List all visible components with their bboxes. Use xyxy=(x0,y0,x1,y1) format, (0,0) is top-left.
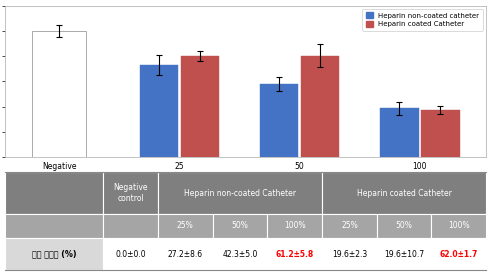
Bar xyxy=(268,214,322,238)
Bar xyxy=(377,214,432,238)
Text: 50%: 50% xyxy=(396,221,412,230)
Bar xyxy=(32,31,86,157)
Bar xyxy=(158,214,213,238)
Bar xyxy=(432,238,486,270)
Bar xyxy=(139,65,178,157)
Text: 100%: 100% xyxy=(448,221,469,230)
Bar xyxy=(5,172,103,214)
Text: 25%: 25% xyxy=(341,221,358,230)
Bar xyxy=(158,172,322,214)
Bar xyxy=(432,214,486,238)
Text: 42.3±5.0: 42.3±5.0 xyxy=(222,250,258,259)
X-axis label: Diluted extraction concentration (%): Diluted extraction concentration (%) xyxy=(168,173,323,182)
Text: 0.0±0.0: 0.0±0.0 xyxy=(115,250,146,259)
Bar xyxy=(377,238,432,270)
Bar xyxy=(213,214,268,238)
Legend: Heparin non-coated catheter, Heparin coated Catheter: Heparin non-coated catheter, Heparin coa… xyxy=(362,9,483,31)
Text: Heparin non-coated Catheter: Heparin non-coated Catheter xyxy=(184,189,296,198)
Text: 27.2±8.6: 27.2±8.6 xyxy=(168,250,203,259)
Bar xyxy=(260,84,299,157)
Bar xyxy=(322,214,377,238)
Bar xyxy=(103,172,158,214)
Text: 25%: 25% xyxy=(177,221,194,230)
Text: 100%: 100% xyxy=(284,221,305,230)
Bar xyxy=(158,238,213,270)
Text: 19.6±10.7: 19.6±10.7 xyxy=(384,250,424,259)
Bar xyxy=(301,56,339,157)
Bar xyxy=(181,56,219,157)
Bar xyxy=(421,110,460,157)
Bar xyxy=(5,214,103,238)
Bar xyxy=(103,214,158,238)
Text: Negative
control: Negative control xyxy=(113,183,148,203)
Bar xyxy=(268,238,322,270)
Text: Heparin coated Catheter: Heparin coated Catheter xyxy=(356,189,452,198)
Text: 생존 저해율 (%): 생존 저해율 (%) xyxy=(32,250,77,259)
Bar xyxy=(322,238,377,270)
Text: 62.0±1.7: 62.0±1.7 xyxy=(439,250,478,259)
Bar xyxy=(322,172,486,214)
Bar xyxy=(103,238,158,270)
Bar xyxy=(380,108,419,157)
Bar xyxy=(5,238,103,270)
Bar xyxy=(213,238,268,270)
Text: 50%: 50% xyxy=(232,221,248,230)
Text: 61.2±5.8: 61.2±5.8 xyxy=(275,250,314,259)
Text: 19.6±2.3: 19.6±2.3 xyxy=(332,250,367,259)
